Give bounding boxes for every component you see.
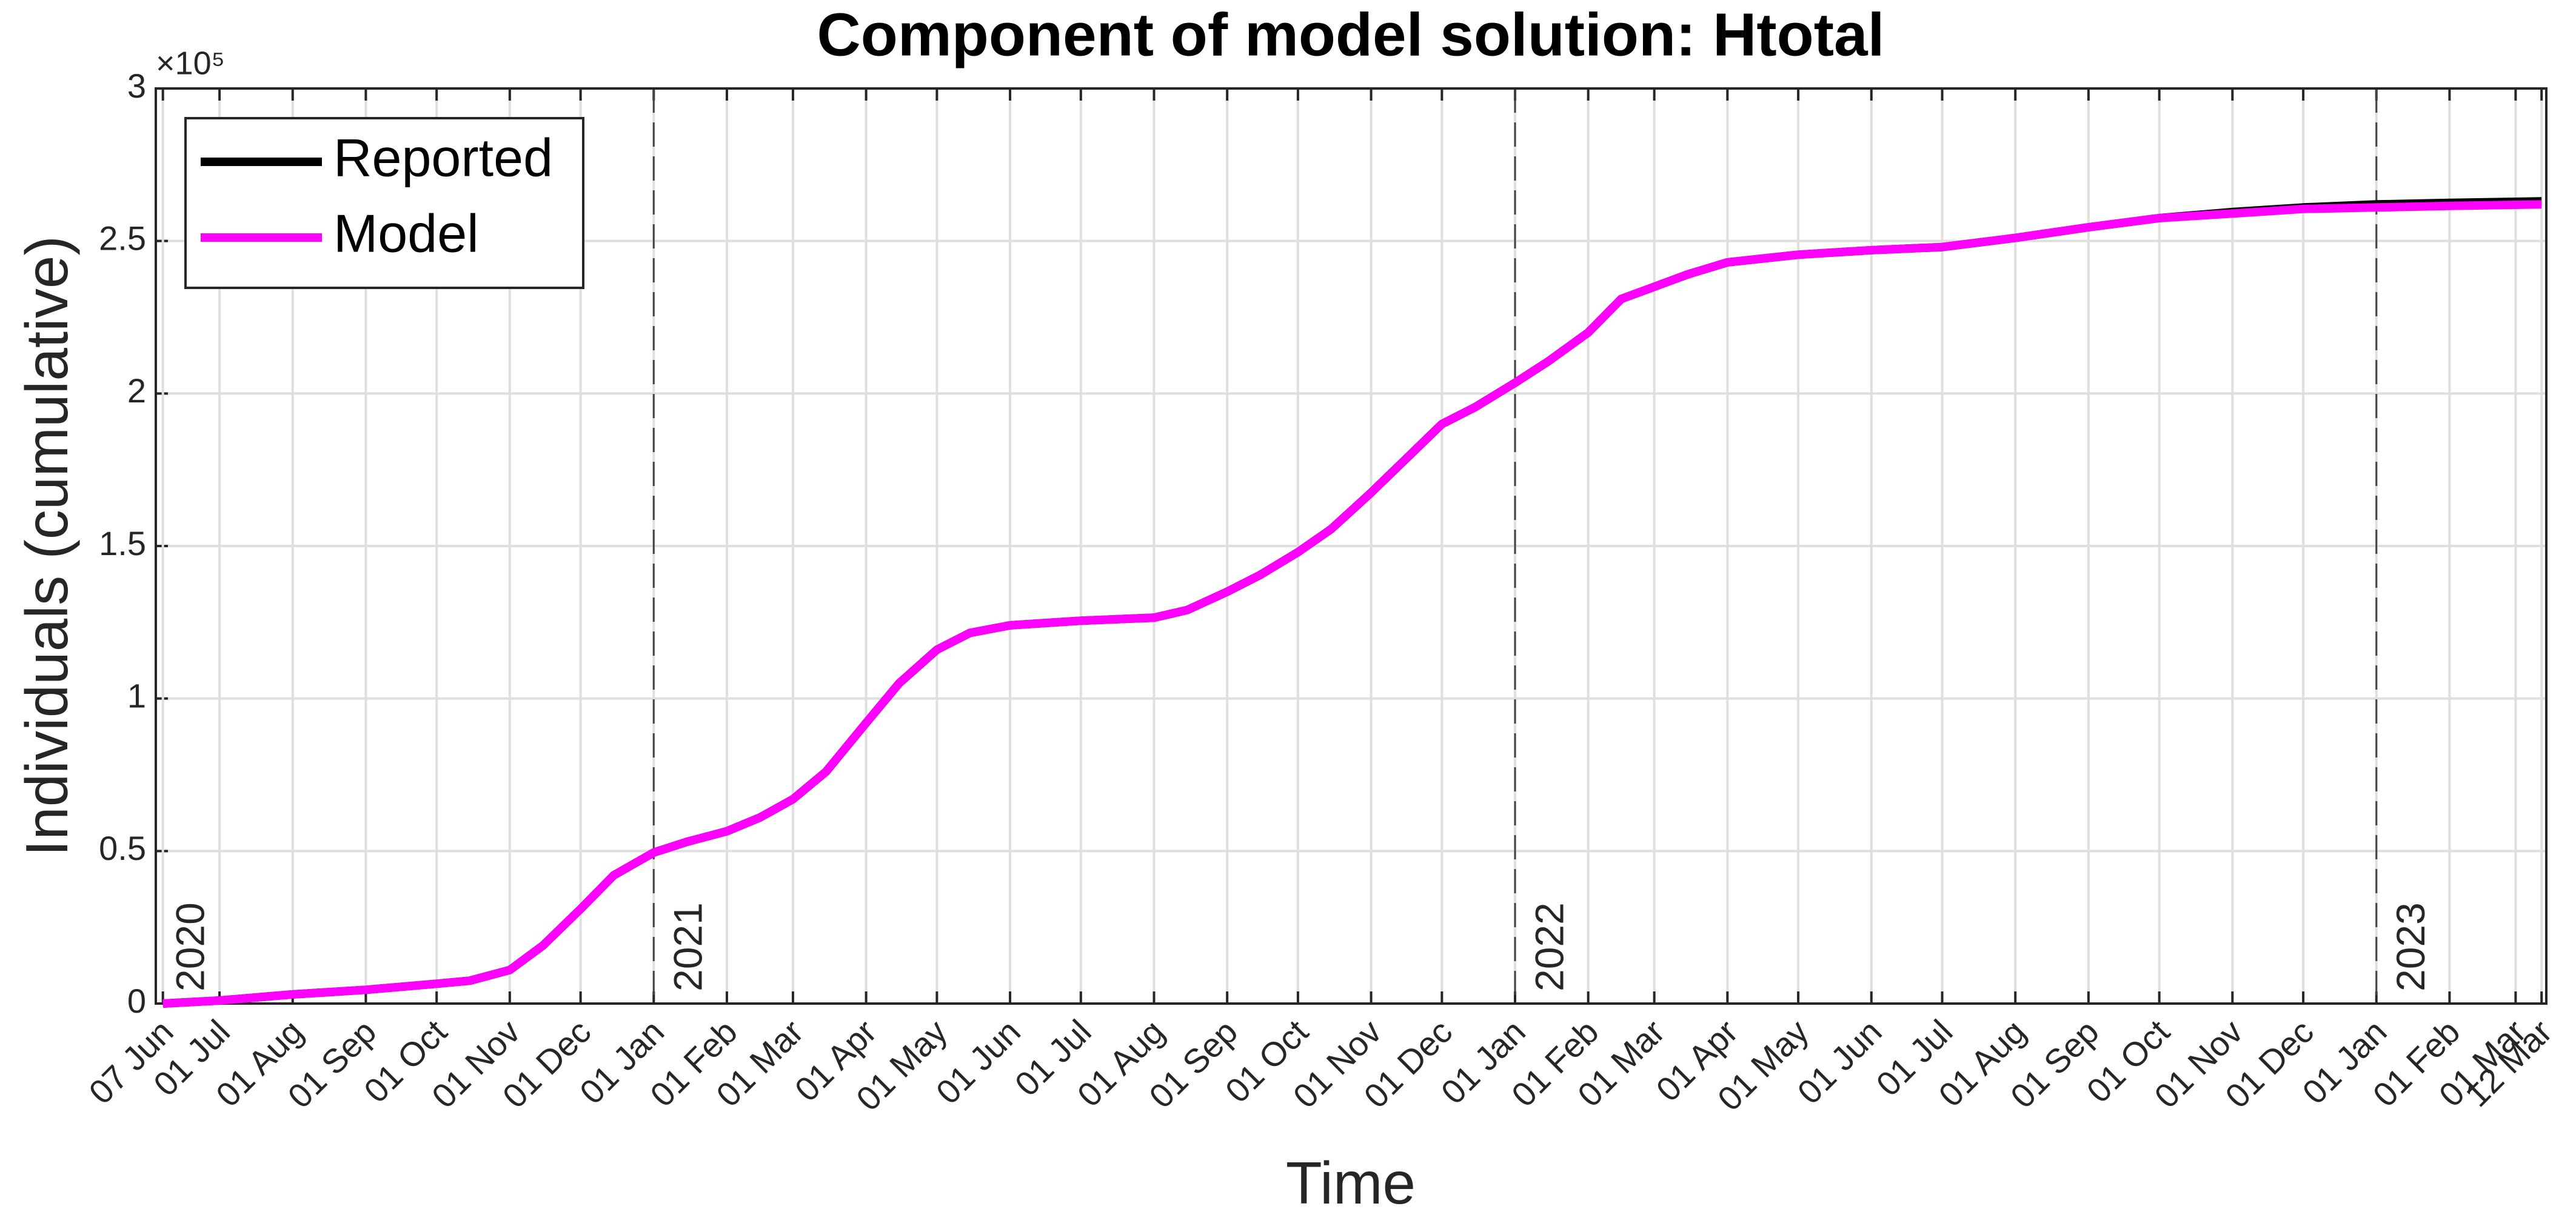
y-tick-label: 1: [127, 676, 146, 714]
y-tick-label: 2.5: [99, 219, 146, 257]
y-tick-label: 1.5: [99, 524, 146, 562]
year-label: 2020: [167, 902, 212, 991]
chart-title: Component of model solution: Htotal: [817, 1, 1885, 68]
legend-label: Model: [333, 203, 479, 263]
y-tick-label: 0.5: [99, 829, 146, 867]
y-axis-label: Individuals (cumulative): [13, 236, 80, 856]
x-axis-label: Time: [1286, 1150, 1416, 1216]
legend-label: Reported: [333, 127, 553, 187]
year-label: 2021: [666, 902, 711, 991]
year-label: 2022: [1527, 902, 1571, 991]
axes-box: [155, 87, 2548, 1005]
y-tick-label: 2: [127, 371, 146, 410]
series-line: [162, 200, 2542, 1008]
x-tick-label: 01 Jun: [1790, 1012, 1889, 1111]
series-line: [162, 197, 2542, 1008]
x-tick-label: 01 Jun: [929, 1012, 1028, 1111]
y-tick-label: 3: [127, 67, 146, 105]
y-tick-label: 0: [127, 982, 146, 1020]
legend-box: [184, 117, 584, 289]
year-label: 2023: [2388, 902, 2433, 991]
y-exponent: ×10⁵: [156, 45, 225, 81]
